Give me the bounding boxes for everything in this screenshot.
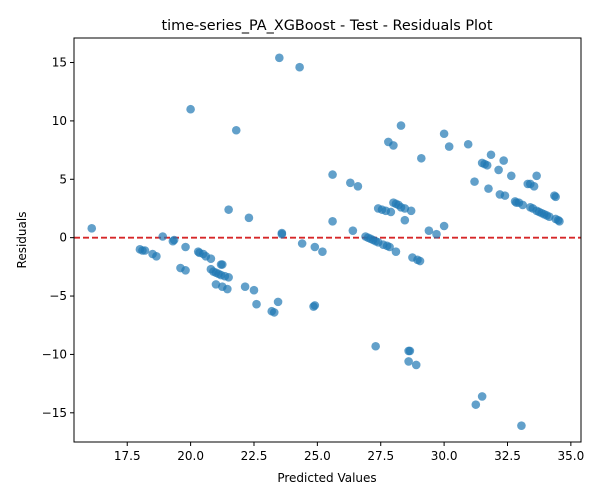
scatter-point — [224, 205, 233, 214]
scatter-point — [499, 156, 508, 165]
scatter-point — [500, 191, 510, 200]
scatter-point — [471, 400, 481, 409]
scatter-point — [551, 192, 560, 202]
chart-title: time-series_PA_XGBoost - Test - Residual… — [162, 18, 493, 34]
scatter-point — [439, 129, 449, 139]
scatter-point — [252, 299, 261, 309]
scatter-point — [295, 62, 304, 72]
y-tick-label: 0 — [59, 231, 67, 245]
x-tick-label: 27.5 — [367, 449, 394, 463]
scatter-point — [277, 228, 287, 238]
scatter-point — [181, 266, 190, 275]
scatter-point — [275, 53, 284, 63]
scatter-point — [140, 246, 150, 255]
x-tick-label: 30.0 — [431, 449, 458, 463]
scatter-point — [444, 142, 454, 151]
scatter-point — [404, 357, 413, 366]
x-tick-label: 17.5 — [114, 449, 141, 463]
scatter-point — [371, 341, 380, 351]
scatter-point — [486, 150, 496, 160]
scatter-point — [424, 226, 434, 235]
plot-area — [74, 53, 581, 430]
scatter-point — [518, 200, 527, 210]
x-tick-label: 32.5 — [494, 449, 521, 463]
x-axis-label: Predicted Values — [277, 471, 376, 485]
scatter-point — [432, 229, 441, 239]
scatter-point — [439, 221, 449, 231]
scatter-point — [186, 104, 195, 114]
scatter-point — [244, 213, 254, 223]
scatter-point — [310, 301, 320, 310]
scatter-point — [396, 121, 406, 130]
scatter-point — [391, 247, 401, 256]
y-tick-label: 10 — [52, 114, 67, 128]
y-tick-label: −10 — [42, 347, 67, 361]
x-tick-label: 25.0 — [304, 449, 331, 463]
scatter-point — [386, 207, 396, 217]
scatter-point — [477, 392, 487, 401]
y-tick-label: 5 — [59, 172, 67, 186]
scatter-point — [555, 217, 564, 226]
scatter-point — [269, 308, 279, 317]
scatter-point — [415, 256, 425, 266]
x-tick-label: 35.0 — [558, 449, 585, 463]
scatter-point — [231, 125, 241, 135]
scatter-point — [506, 171, 516, 181]
scatter-point — [152, 252, 161, 261]
scatter-point — [240, 282, 250, 292]
scatter-point — [405, 346, 415, 356]
scatter-point — [169, 235, 179, 245]
scatter-point — [318, 247, 327, 256]
scatter-point — [249, 285, 259, 295]
scatter-point — [494, 165, 503, 175]
scatter-point — [389, 141, 398, 150]
scatter-point — [310, 242, 320, 252]
scatter-point — [400, 215, 410, 225]
y-tick-label: −15 — [42, 406, 67, 420]
y-tick-label: −5 — [49, 289, 67, 303]
x-tick-label: 22.5 — [241, 449, 268, 463]
scatter-point — [482, 160, 492, 170]
scatter-point — [206, 254, 216, 263]
scatter-point — [417, 153, 426, 163]
scatter-point — [385, 242, 394, 252]
scatter-point — [297, 239, 307, 248]
scatter-point — [517, 421, 526, 430]
scatter-point — [158, 232, 168, 241]
scatter-point — [273, 297, 283, 307]
y-axis-label: Residuals — [15, 212, 29, 269]
scatter-point — [353, 181, 363, 191]
scatter-point — [87, 224, 97, 233]
y-tick-label: 15 — [52, 56, 67, 70]
scatter-point — [346, 178, 355, 188]
scatter-point — [328, 217, 337, 226]
axes-frame — [73, 37, 582, 443]
scatter-point — [224, 273, 233, 282]
scatter-point — [463, 139, 473, 149]
scatter-point — [470, 177, 479, 186]
scatter-point — [529, 181, 539, 191]
scatter-point — [411, 360, 421, 370]
scatter-point — [223, 284, 232, 294]
x-tick-label: 20.0 — [177, 449, 204, 463]
scatter-point — [484, 184, 493, 193]
scatter-point — [328, 170, 337, 179]
scatter-point — [348, 226, 358, 235]
scatter-point — [406, 206, 416, 216]
scatter-point — [181, 242, 190, 252]
scatter-point — [532, 171, 541, 181]
scatter-point — [216, 260, 226, 269]
